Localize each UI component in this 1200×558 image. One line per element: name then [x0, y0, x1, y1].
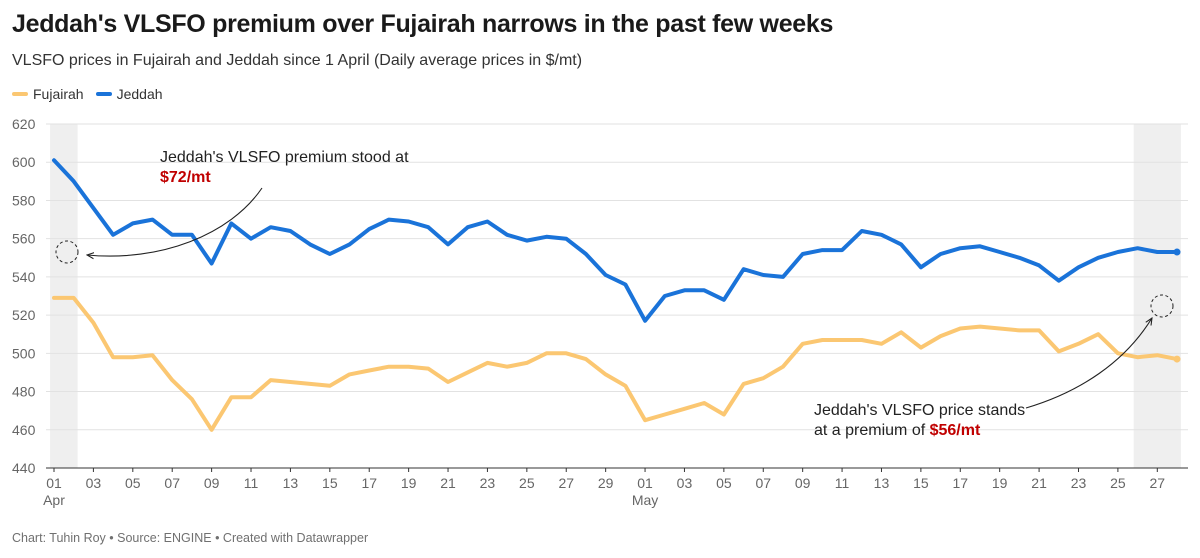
- annotation-circle-1: [55, 240, 79, 264]
- x-tick-sublabel-may: May: [632, 492, 658, 508]
- x-tick-label-22: 15: [913, 475, 929, 491]
- x-tick-label-15: 01: [637, 475, 653, 491]
- y-tick-label-460: 460: [12, 422, 36, 438]
- x-tick-label-28: 27: [1150, 475, 1166, 491]
- x-tick-label-23: 17: [952, 475, 968, 491]
- legend-item-jeddah: Jeddah: [95, 86, 163, 102]
- x-tick-label-3: 07: [164, 475, 180, 491]
- y-axis-labels: 440 460 480 500 520 540 560 580 600 620: [12, 116, 36, 476]
- x-tick-label-25: 21: [1031, 475, 1047, 491]
- annotations: Jeddah's VLSFO premium stood at $72/mt Jed…: [55, 149, 1174, 439]
- x-tick-label-11: 23: [480, 475, 496, 491]
- legend-swatch-fujairah: [12, 92, 28, 96]
- chart-title: Jeddah's VLSFO premium over Fujairah nar…: [12, 10, 834, 38]
- x-tick-label-1: 03: [86, 475, 102, 491]
- x-tick-label-4: 09: [204, 475, 220, 491]
- series-end-point-fujairah: [1173, 355, 1181, 363]
- x-tick-label-26: 23: [1071, 475, 1087, 491]
- y-tick-label-480: 480: [12, 384, 36, 400]
- x-tick-label-0: 01: [46, 475, 62, 491]
- series-end-point-jeddah: [1173, 248, 1181, 256]
- y-tick-label-540: 540: [12, 269, 36, 285]
- x-tick-sublabel-apr: Apr: [43, 492, 65, 508]
- legend-item-fujairah: Fujairah: [12, 86, 84, 102]
- x-tick-label-5: 11: [244, 475, 259, 491]
- x-tick-label-27: 25: [1110, 475, 1126, 491]
- x-tick-label-20: 11: [835, 475, 850, 491]
- x-tick-label-7: 15: [322, 475, 338, 491]
- chart-subtitle: VLSFO prices in Fujairah and Jeddah sinc…: [12, 52, 583, 69]
- y-tick-label-500: 500: [12, 345, 36, 361]
- x-tick-label-17: 05: [716, 475, 732, 491]
- annotation-arrow-2: [1025, 318, 1152, 409]
- x-tick-label-2: 05: [125, 475, 141, 491]
- annotation-text-2-prefix: at a premium of: [814, 422, 930, 439]
- series-line-fujairah: [52, 295, 1179, 432]
- y-tick-label-520: 520: [12, 307, 36, 323]
- annotation-text-1-line1: Jeddah's VLSFO premium stood at: [160, 149, 409, 166]
- y-tick-label-620: 620: [12, 116, 36, 132]
- y-tick-label-440: 440: [12, 460, 36, 476]
- series-lines: [52, 158, 1181, 432]
- x-tick-label-24: 19: [992, 475, 1008, 491]
- x-tick-label-10: 21: [440, 475, 456, 491]
- legend-label-fujairah: Fujairah: [33, 86, 84, 102]
- legend-swatch-jeddah: [95, 92, 112, 96]
- y-tick-label-580: 580: [12, 192, 36, 208]
- x-tick-label-8: 17: [361, 475, 377, 491]
- x-tick-label-12: 25: [519, 475, 535, 491]
- annotation-text-2-highlight: $56/mt: [930, 422, 981, 439]
- annotation-arrow-1: [87, 187, 263, 256]
- legend-label-jeddah: Jeddah: [116, 86, 163, 102]
- x-tick-label-19: 09: [795, 475, 811, 491]
- annotation-circle-2: [1150, 294, 1174, 318]
- x-tick-label-18: 07: [755, 475, 771, 491]
- gridlines: [46, 123, 1188, 469]
- x-tick-label-13: 27: [558, 475, 574, 491]
- x-tick-label-9: 19: [401, 475, 417, 491]
- series-line-jeddah: [52, 158, 1179, 323]
- x-axis-labels: 01 03 05 07 09 11 13 15 17 19 21 23 25 27 29 01 03 05 07 09…: [43, 468, 1165, 508]
- chart-footer: Chart: Tuhin Roy • Source: ENGINE • Crea…: [12, 531, 369, 545]
- annotation-text-2-line1: Jeddah's VLSFO price stands: [814, 402, 1025, 419]
- x-tick-label-14: 29: [598, 475, 614, 491]
- x-tick-label-21: 13: [874, 475, 890, 491]
- y-tick-label-600: 600: [12, 154, 36, 170]
- x-tick-label-6: 13: [283, 475, 299, 491]
- y-tick-label-560: 560: [12, 231, 36, 247]
- annotation-text-1-highlight: $72/mt: [160, 169, 211, 186]
- annotation-text-2-line2: at a premium of $56/mt: [814, 422, 981, 439]
- legend: Fujairah Jeddah: [12, 86, 175, 102]
- x-tick-label-16: 03: [677, 475, 693, 491]
